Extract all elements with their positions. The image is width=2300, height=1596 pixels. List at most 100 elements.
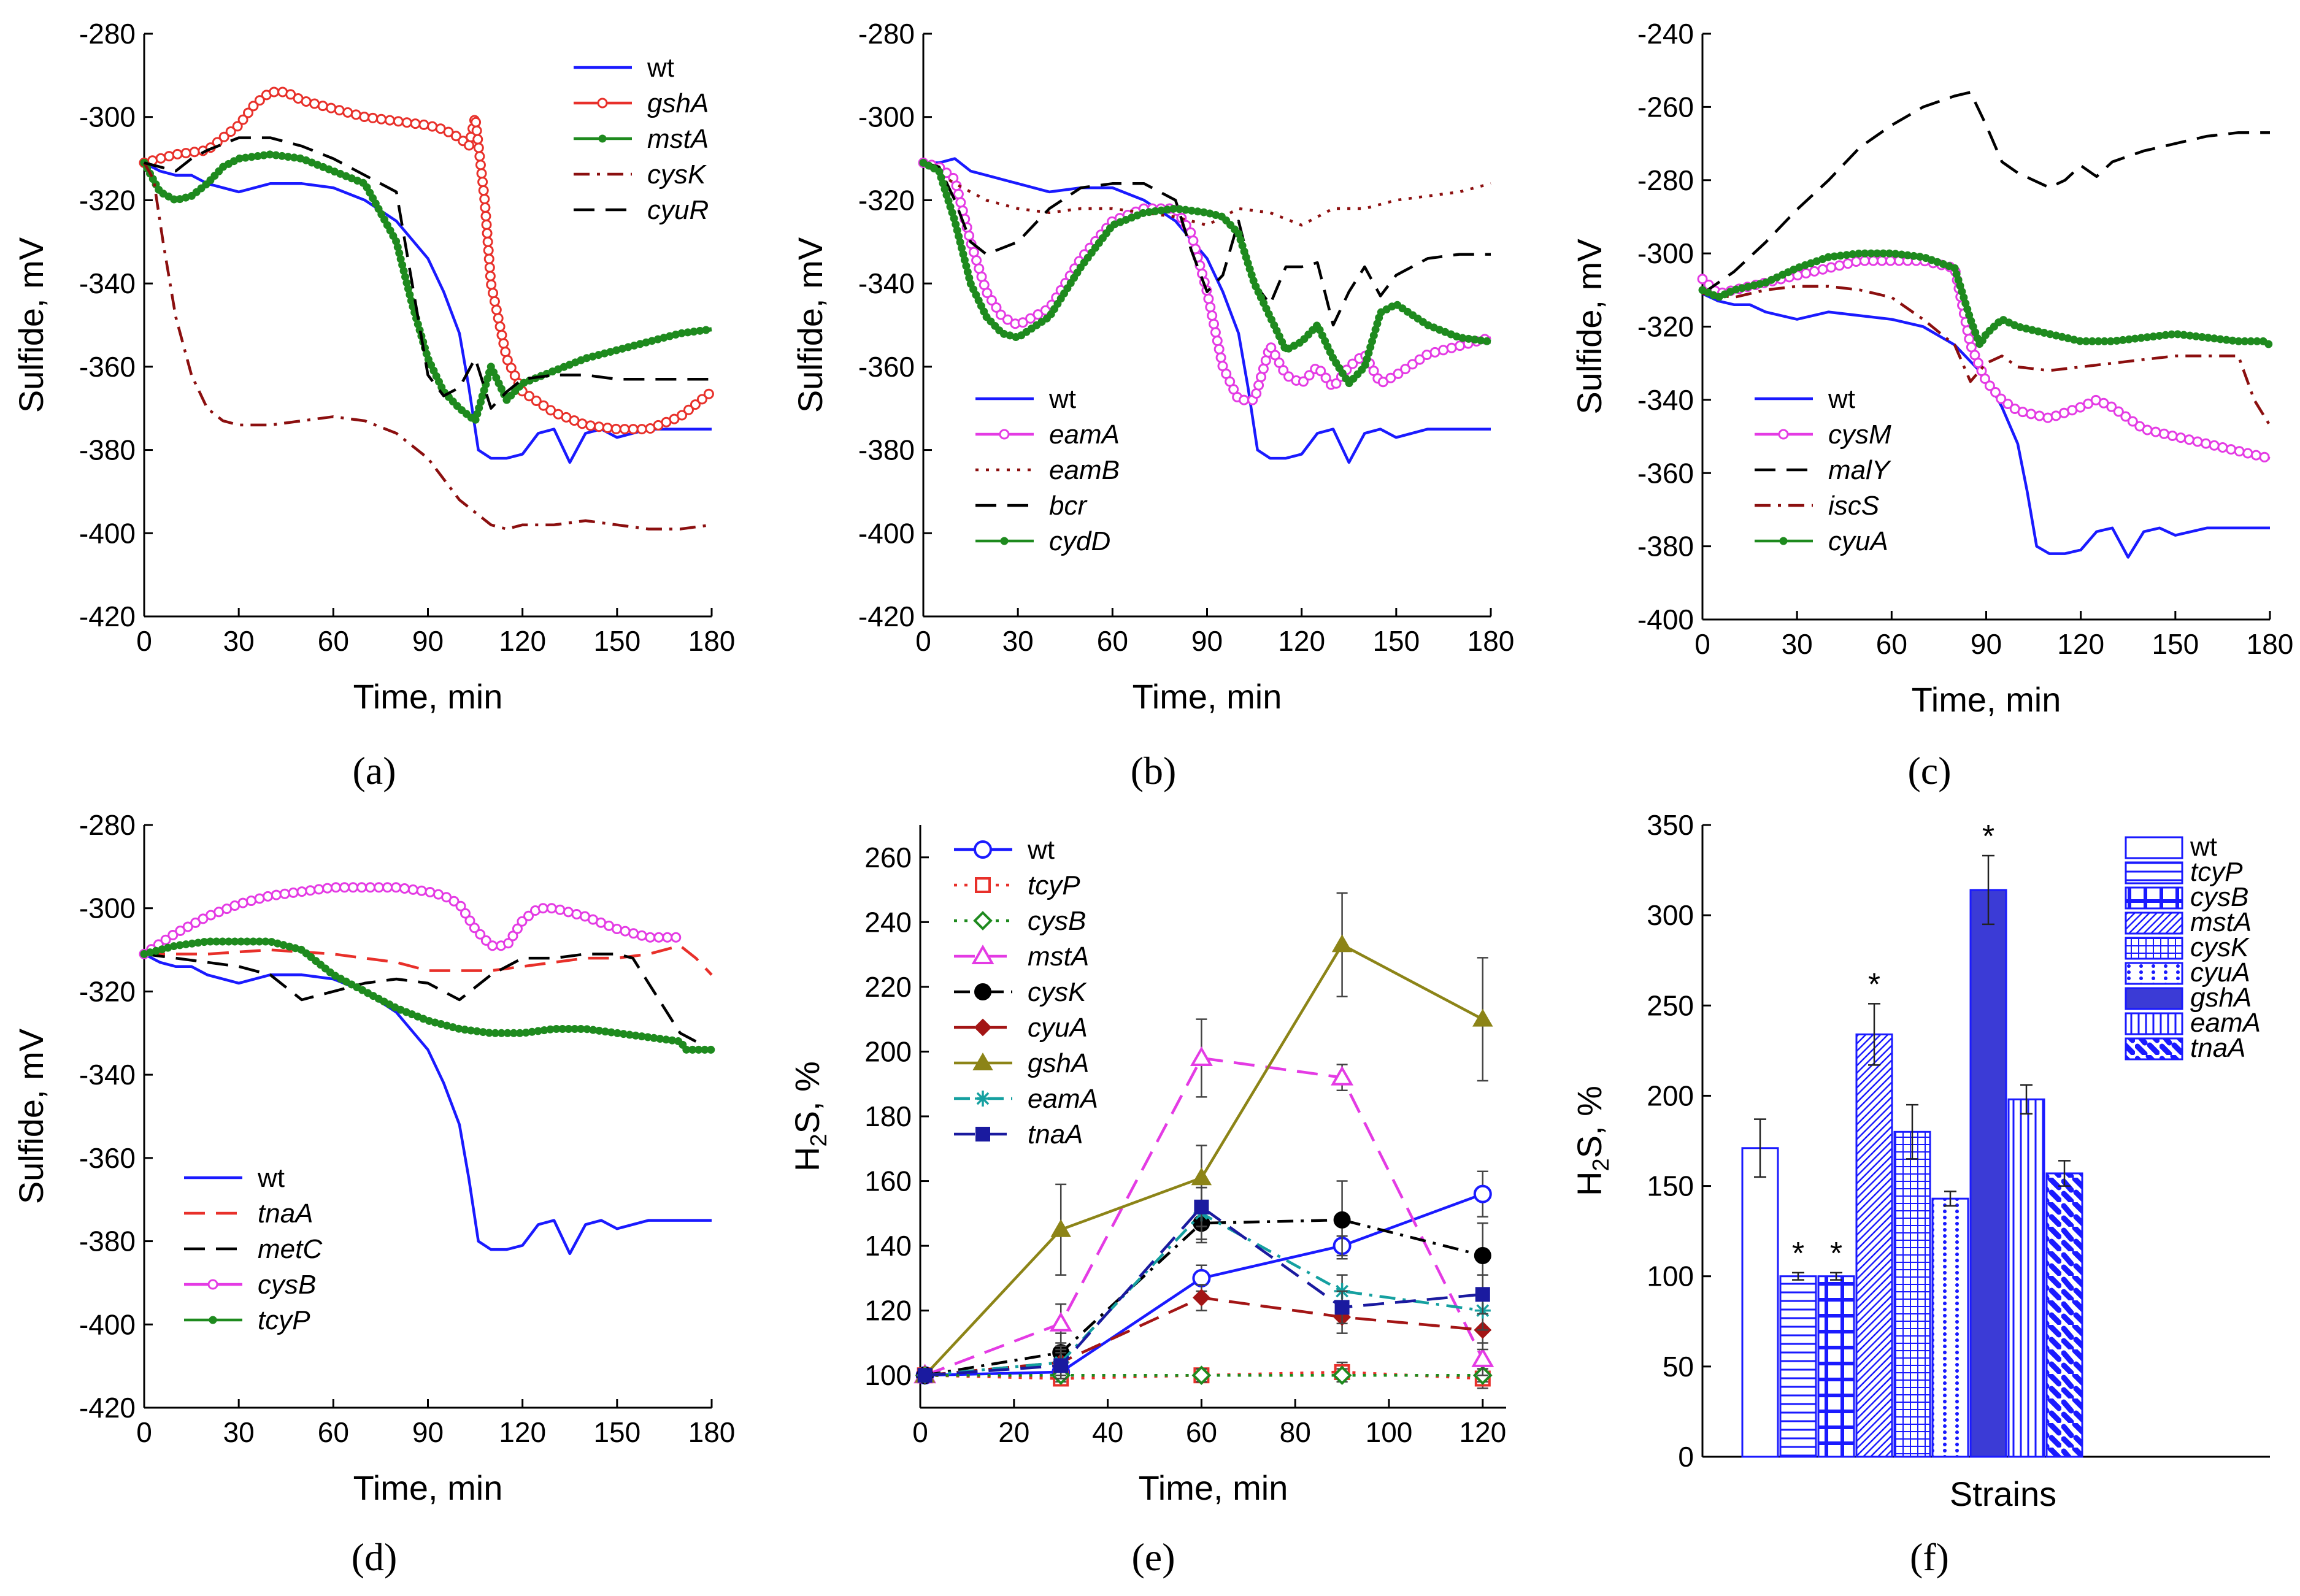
y-tick-label: -340 [858,267,915,299]
x-tick-label: 60 [318,1416,349,1448]
legend-item-gshA: gshA [2125,983,2252,1013]
legend-label: cyuA [2190,957,2250,988]
y-axis-label: Sulfide, mV [12,237,50,413]
legend: wt gshA mstA cysK cyuR [574,53,709,225]
data-point [271,889,282,900]
legend-label: cydD [1049,526,1110,556]
data-point [696,394,707,405]
data-point [1876,255,1887,266]
data-point [995,309,1006,320]
data-point [313,884,325,895]
panel-label-a: (a) [352,749,396,792]
legend-marker [974,1018,992,1037]
data-point [483,253,494,264]
y-tick-label: 140 [864,1230,912,1262]
data-point [180,148,191,159]
data-point [480,210,491,221]
data-point [1385,372,1396,383]
data-point [237,897,248,908]
data-point [1817,264,1828,275]
data-point [1483,337,1491,345]
data-point [563,907,574,918]
legend-item-cyuA: cyuA [1755,526,1888,556]
bar-eamA [2007,1098,2045,1458]
data-point [350,109,361,120]
x-tick-label: 30 [1002,625,1034,657]
series-iscS [1702,285,2271,426]
y-tick-label: -380 [79,1226,136,1257]
data-point [503,938,514,949]
panel-label-f: (f) [1910,1535,1949,1579]
data-point [232,121,243,132]
legend-item-cysB: cysB [954,906,1086,936]
data-point [628,928,639,939]
legend: wt tcyP cysB mstA cysK cyuA gshA eamA tnaA [954,835,1098,1149]
y-tick-label: 0 [1678,1441,1694,1473]
legend-item-tcyP: tcyP [184,1305,310,1335]
data-point [1269,350,1280,361]
legend-swatch [2125,886,2183,910]
y-tick-label: -360 [79,1142,136,1174]
series-tnaA [917,1186,1490,1383]
data-point [407,884,418,895]
y-tick-label: -280 [79,18,136,50]
legend-label: gshA [1028,1048,1089,1078]
legend-item-wt: wt [1755,384,1855,414]
data-point [1239,394,1250,405]
x-tick-label: 60 [1186,1416,1217,1448]
series-wt [923,157,1491,464]
legend-item-iscS: iscS [1755,491,1879,521]
error-bar-wt [1754,1118,1766,1178]
data-point [982,288,993,299]
series-line-mstA [924,1056,1484,1377]
data-point [1368,366,1379,377]
data-point [448,896,460,907]
data-point [263,891,274,902]
bar-tnaA [2045,1172,2083,1458]
data-point [1274,357,1285,368]
x-axis-label: Time, min [1133,677,1282,716]
series-cysK [143,162,712,531]
legend: wt cysM malY iscS cyuA [1755,384,1891,556]
data-point [225,126,236,137]
data-point [1050,1219,1071,1237]
series-metC [144,953,697,1043]
y-tick-label: -380 [79,434,136,466]
error-bar-mstA [1868,1003,1880,1066]
x-tick-label: 90 [1971,628,2002,660]
legend-label: tnaA [258,1199,313,1229]
y-tick-label: 50 [1663,1351,1694,1383]
legend-label: cysB [258,1270,316,1300]
data-point [1315,366,1326,377]
x-axis-label: Time, min [353,677,503,716]
legend-swatch [2125,937,2183,960]
data-point [620,926,631,937]
legend-label: cysB [2190,882,2248,912]
legend-label: wt [647,53,674,83]
data-point [326,102,337,113]
data-point [376,113,387,125]
data-point [484,262,495,273]
series-cyuR [144,136,712,410]
data-point [1190,1046,1213,1066]
series-tcyP [140,937,715,1054]
data-point [585,420,596,431]
data-point [1471,1347,1494,1367]
data-point [401,117,412,128]
legend-marker [971,944,994,964]
data-point [485,270,496,282]
panel-label-c: (c) [1907,749,1951,792]
data-point [1191,1167,1212,1186]
panel-label-e: (e) [1131,1535,1175,1579]
data-point [471,117,482,128]
data-point [427,121,438,132]
data-point [382,882,393,893]
data-point [517,916,528,927]
y-tick-label: -320 [858,184,915,216]
legend-swatch [2125,1037,2183,1061]
x-axis-label: Strains [1950,1475,2056,1513]
data-point [619,424,630,435]
y-tick-label: -340 [79,267,136,299]
data-point [2034,410,2045,421]
